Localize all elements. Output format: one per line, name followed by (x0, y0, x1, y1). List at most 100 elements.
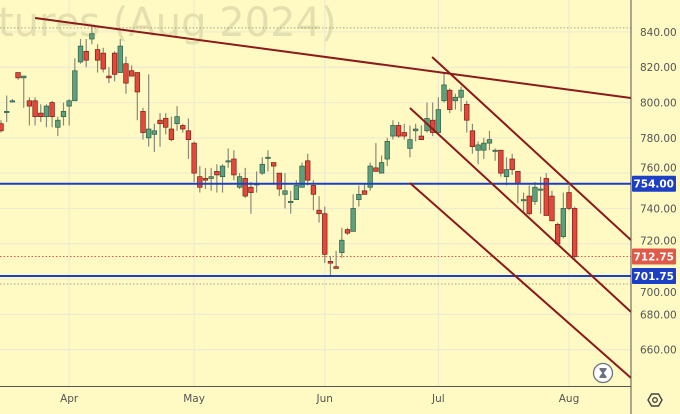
candle-body (543, 178, 549, 216)
y-tick-label: 820.00 (640, 62, 677, 74)
trendline[interactable] (34, 17, 632, 99)
candle-body (537, 188, 544, 191)
candle-body (276, 172, 282, 190)
candle-body (520, 199, 527, 202)
candle-up (9, 99, 16, 103)
candle-body (486, 139, 493, 144)
candle-body (180, 125, 186, 130)
candle-up (72, 58, 78, 102)
candle-up (435, 97, 442, 133)
candle-down (316, 196, 322, 223)
candle-down (106, 67, 112, 84)
horizontal-levels[interactable] (0, 182, 631, 277)
candle-down (15, 72, 21, 80)
x-tick-label[interactable]: Aug (559, 393, 580, 405)
candle-down (554, 222, 561, 245)
candle-body (327, 261, 334, 264)
candle-body (361, 190, 368, 195)
candle-up (66, 99, 72, 126)
candle-body (515, 171, 521, 185)
candle-body (350, 208, 356, 232)
candle-down (373, 143, 379, 172)
x-tick-label[interactable]: Jun (316, 393, 333, 405)
candle-body (475, 144, 481, 151)
candle-down (509, 153, 515, 175)
candle-body (407, 139, 413, 149)
candle-down (180, 123, 186, 133)
candle-up (21, 75, 27, 108)
candle-body (265, 156, 271, 159)
trendlines[interactable] (34, 17, 632, 379)
candle-body (344, 229, 351, 234)
candle-up (492, 148, 498, 161)
candle-body (498, 149, 504, 174)
candle-down (0, 120, 4, 133)
candle-body (225, 160, 231, 163)
candle-body (509, 158, 515, 170)
candle-body (367, 165, 373, 188)
candle-body (9, 100, 16, 103)
candle-body (94, 49, 101, 61)
candles (0, 26, 578, 276)
candle-body (447, 89, 453, 110)
x-tick-label[interactable]: Jul (431, 393, 445, 405)
range-markers (0, 27, 631, 285)
candle-down (163, 113, 169, 135)
candle-body (526, 195, 532, 215)
candle-body (441, 84, 447, 102)
candle-body (32, 100, 38, 118)
x-tick-label[interactable]: May (183, 393, 205, 405)
candle-body (412, 128, 419, 132)
candle-body (55, 119, 61, 128)
candle-body (163, 118, 169, 128)
candle-down (464, 100, 470, 133)
candle-body (60, 111, 67, 118)
time-axis-labels[interactable]: Apr May Jun Jul Aug (60, 393, 579, 405)
candle-body (134, 72, 140, 93)
candle-down (248, 181, 254, 214)
candle-up (532, 181, 538, 205)
candle-down (418, 125, 424, 140)
trendline[interactable] (409, 107, 632, 313)
candle-body (49, 102, 55, 118)
candle-up (208, 167, 214, 191)
candle-up (282, 173, 288, 209)
candle-body (214, 171, 220, 176)
candle-down (185, 118, 192, 160)
candle-body (89, 33, 95, 40)
candle-down (111, 51, 118, 82)
candle-body (197, 176, 203, 188)
hourglass-icon[interactable] (592, 362, 614, 384)
settings-hexagon-icon[interactable] (647, 393, 663, 407)
candle-up (407, 125, 413, 158)
price-axis[interactable] (631, 0, 680, 414)
candle-down (515, 171, 521, 204)
candle-up (424, 102, 430, 133)
candle-body (259, 163, 265, 174)
candle-up (259, 157, 265, 175)
candle-down (32, 97, 38, 126)
candle-down (168, 116, 175, 142)
y-tick-label: 800.00 (640, 98, 677, 110)
candle-down (38, 104, 44, 122)
x-tick-label[interactable]: Apr (60, 393, 79, 405)
watermark-title: tures (Aug 2024) (0, 0, 337, 46)
candle-up (55, 116, 61, 137)
candle-up (367, 162, 373, 191)
candle-down (305, 153, 311, 186)
candle-up (60, 102, 67, 126)
trendline[interactable] (431, 56, 632, 241)
candle-up (151, 123, 158, 152)
y-tick-label: 740.00 (640, 203, 677, 215)
trendline[interactable] (409, 182, 632, 379)
candle-body (38, 112, 44, 118)
candle-down (322, 206, 328, 264)
candle-down (543, 173, 549, 216)
level-price-label: 754.00 (633, 179, 674, 191)
candle-body (15, 72, 21, 79)
candle-up (339, 227, 345, 258)
candle-body (146, 128, 152, 139)
candle-up (441, 72, 447, 103)
